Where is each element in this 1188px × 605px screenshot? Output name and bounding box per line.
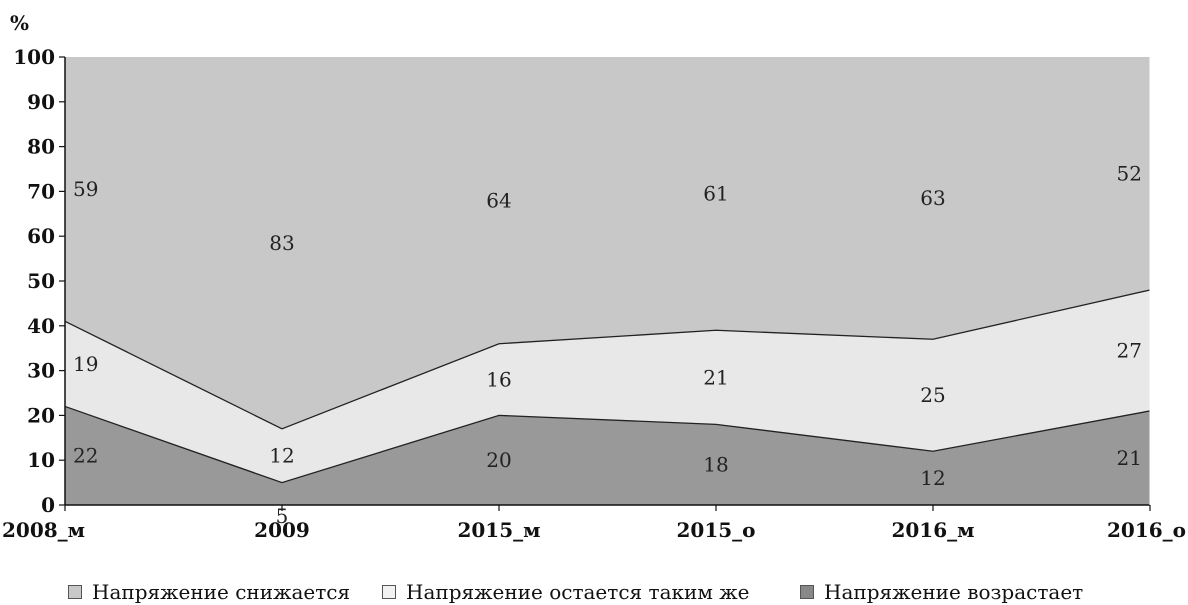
legend-item-increasing: Напряжение возрастает	[800, 580, 1083, 604]
x-tick-label-5: 2016_о	[1107, 518, 1186, 542]
data-label-decreasing-1: 83	[269, 231, 294, 255]
data-label-increasing-5: 21	[1117, 446, 1142, 470]
data-label-same-1: 12	[269, 444, 294, 468]
legend-swatch-decreasing	[68, 585, 82, 599]
area-increasing	[65, 406, 1150, 505]
data-label-increasing-0: 22	[73, 444, 98, 468]
x-tick-label-2: 2015_м	[457, 518, 540, 542]
data-label-decreasing-0: 59	[73, 177, 98, 201]
x-tick-label-1: 2009	[254, 518, 310, 542]
boundary-line-same	[64, 289, 1151, 430]
boundary-line-increasing	[64, 405, 1151, 484]
data-label-same-3: 21	[703, 365, 728, 389]
y-tick-label-30: 30	[27, 359, 55, 383]
y-tick-label-20: 20	[27, 403, 55, 427]
legend: Напряжение снижается Напряжение остается…	[0, 580, 1188, 605]
data-label-decreasing-4: 63	[920, 186, 945, 210]
area-decreasing	[65, 57, 1150, 429]
y-tick-label-0: 0	[41, 493, 55, 517]
data-label-decreasing-3: 61	[703, 182, 728, 206]
legend-item-decreasing: Напряжение снижается	[68, 580, 350, 604]
data-label-same-2: 16	[486, 368, 511, 392]
data-label-same-0: 19	[73, 352, 98, 376]
y-axis-unit: %	[10, 11, 29, 35]
legend-item-same: Напряжение остается таким же	[382, 580, 749, 604]
legend-label-same: Напряжение остается таким же	[406, 580, 750, 604]
legend-label-increasing: Напряжение возрастает	[824, 580, 1084, 604]
y-tick-label-90: 90	[27, 90, 55, 114]
data-label-same-4: 25	[920, 383, 945, 407]
stacked-area-chart: % 0 10 20 30 40 50 60 70 80 90 100 2008_м 2009 2015_…	[2, 11, 1186, 542]
data-label-increasing-4: 12	[920, 466, 945, 490]
x-tick-label-4: 2016_м	[891, 518, 974, 542]
y-tick-label-10: 10	[27, 448, 55, 472]
data-label-increasing-1: 5	[276, 504, 289, 528]
y-tick-label-100: 100	[13, 45, 55, 69]
y-tick-label-60: 60	[27, 224, 55, 248]
y-tick-label-70: 70	[27, 179, 55, 203]
x-tick-label-0: 2008_м	[2, 518, 85, 542]
legend-swatch-same	[382, 585, 396, 599]
data-label-increasing-3: 18	[703, 453, 728, 477]
area-same	[65, 289, 1150, 483]
y-tick-label-80: 80	[27, 135, 55, 159]
data-label-increasing-2: 20	[486, 448, 511, 472]
y-tick-label-40: 40	[27, 314, 55, 338]
data-label-decreasing-5: 52	[1117, 161, 1142, 185]
data-label-decreasing-2: 64	[486, 188, 511, 212]
data-label-same-5: 27	[1117, 338, 1142, 362]
x-tick-label-3: 2015_о	[676, 518, 755, 542]
legend-label-decreasing: Напряжение снижается	[92, 580, 351, 604]
y-tick-label-50: 50	[27, 269, 55, 293]
legend-swatch-increasing	[800, 585, 814, 599]
